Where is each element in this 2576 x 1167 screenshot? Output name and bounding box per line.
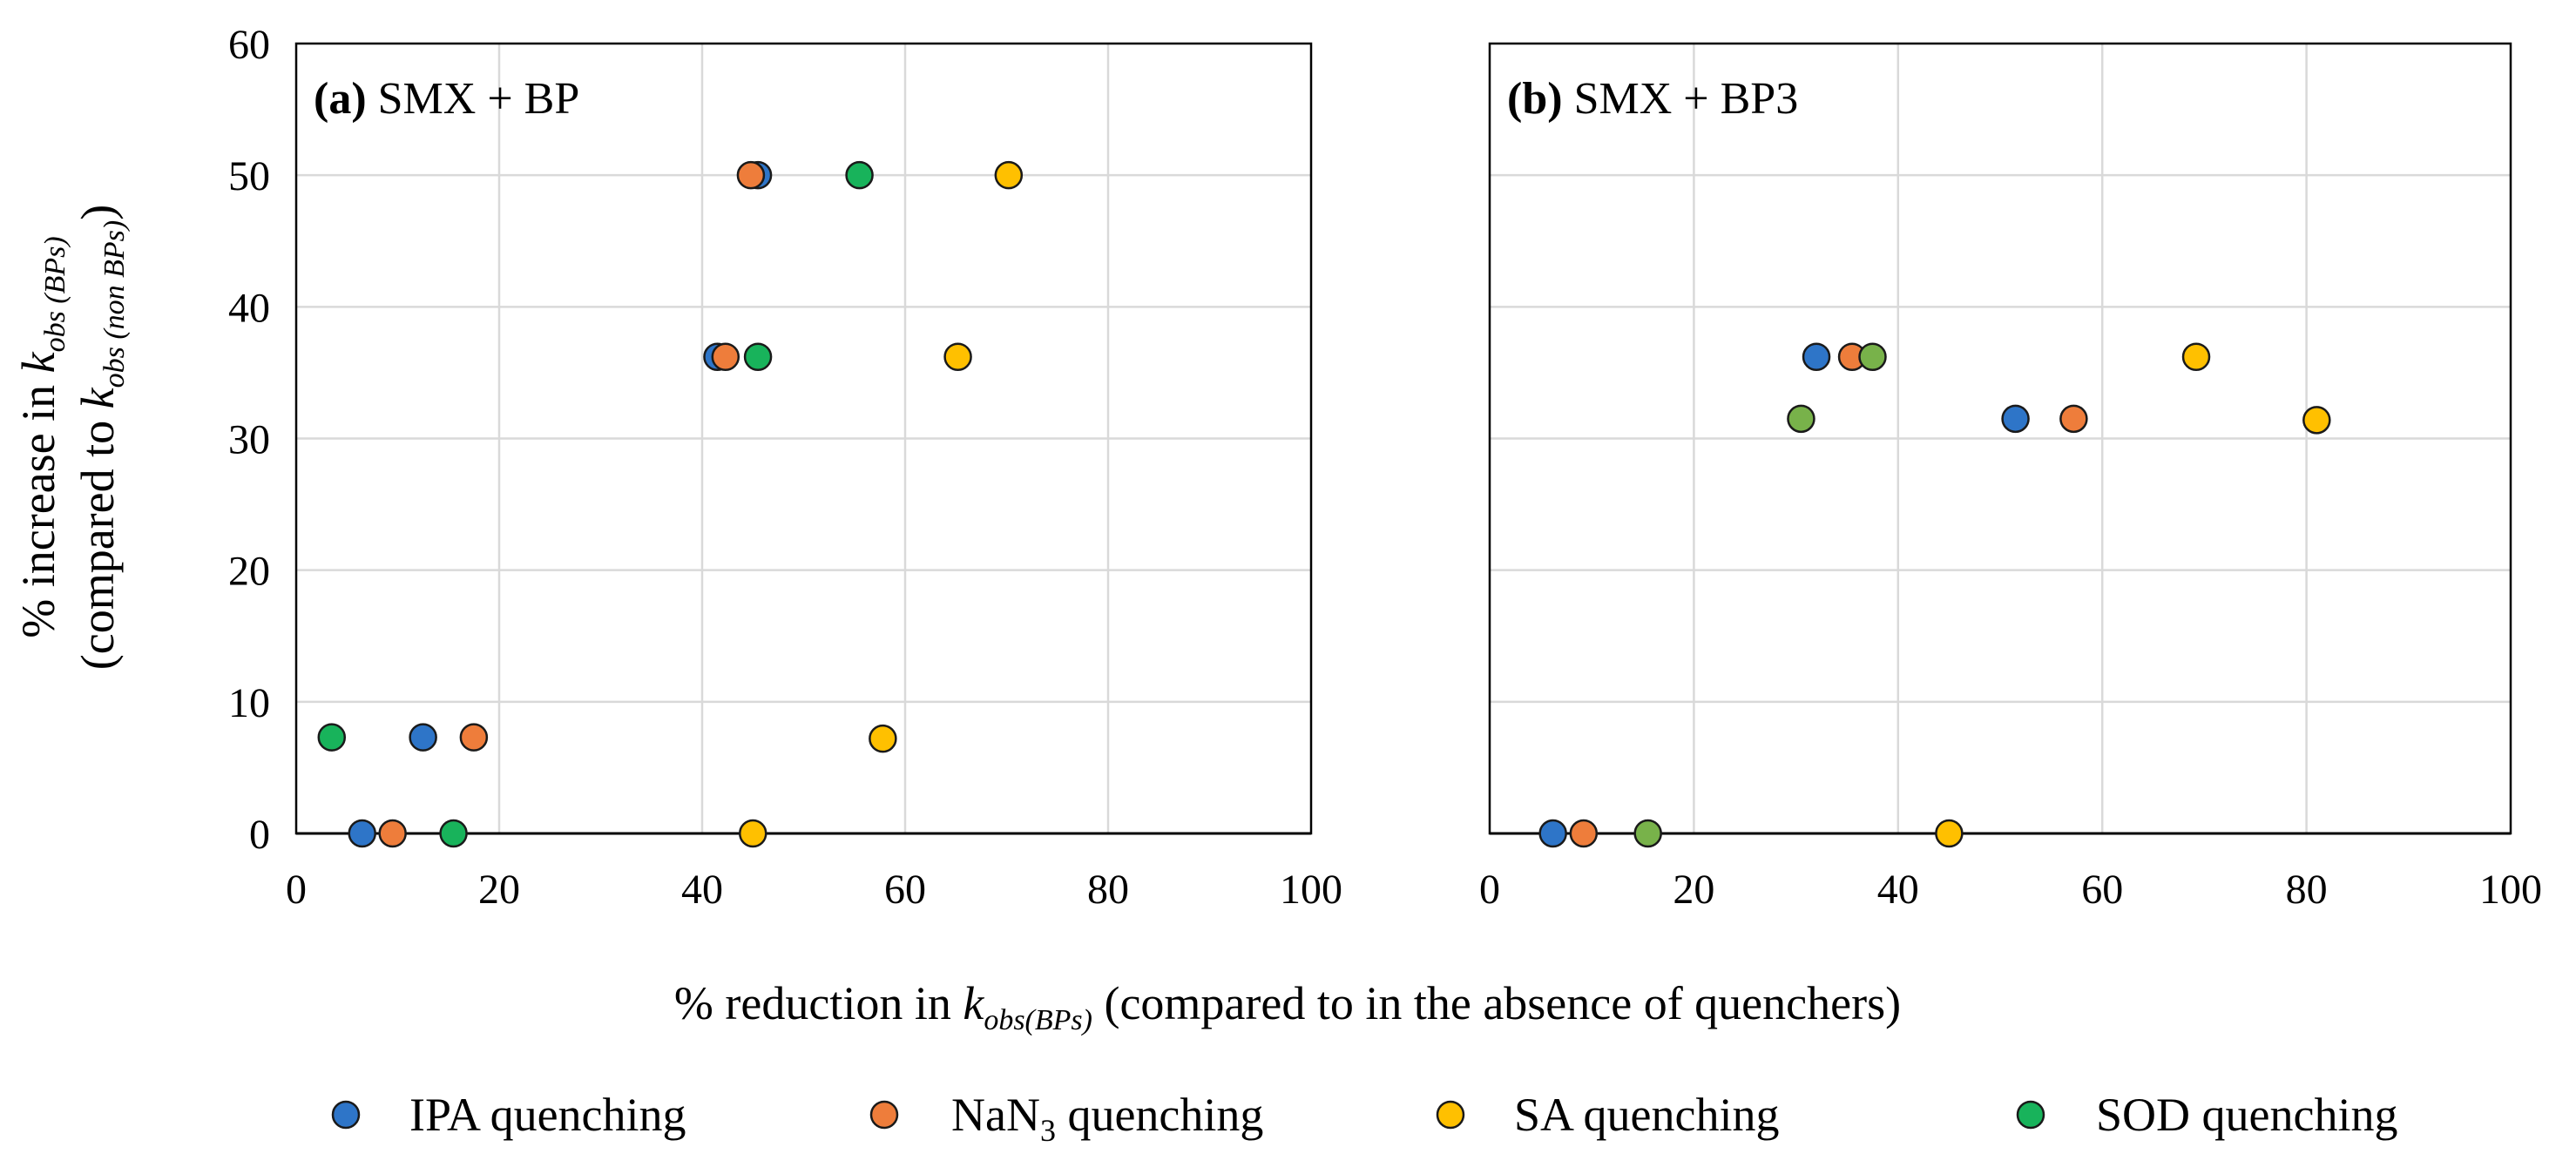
legend: IPA quenching NaN3 quenching SA quenchin… — [331, 1089, 2397, 1148]
b-x-tick-label: 20 — [1673, 867, 1714, 913]
a-y-tick-label: 60 — [228, 22, 270, 68]
b-point-nan3 — [1569, 819, 1599, 848]
b-point-sa — [1935, 819, 1964, 848]
legend-marker-sod — [2016, 1100, 2045, 1130]
a-point-sa — [994, 160, 1024, 190]
b-point-nan3 — [2059, 404, 2088, 434]
legend-label-nan3: NaN3 quenching — [951, 1089, 1263, 1148]
legend-marker-nan3 — [869, 1100, 899, 1130]
b-point-sod — [1787, 404, 1815, 434]
legend-label-ipa: IPA quenching — [409, 1089, 686, 1141]
legend-marker-ipa — [331, 1100, 361, 1130]
a-x-tick-label: 20 — [478, 867, 520, 913]
a-x-tick-label: 40 — [681, 867, 723, 913]
legend-item-sod: SOD quenching — [2016, 1089, 2397, 1141]
b-x-tick-label: 80 — [2286, 867, 2328, 913]
a-y-tick-label: 50 — [228, 153, 270, 199]
b-x-tick-label: 60 — [2081, 867, 2123, 913]
b-x-tick-label: 40 — [1877, 867, 1919, 913]
legend-item-nan3: NaN3 quenching — [869, 1089, 1263, 1148]
a-point-sod — [317, 723, 347, 752]
a-point-sa — [739, 819, 767, 848]
legend-item-ipa: IPA quenching — [331, 1089, 686, 1141]
a-point-nan3 — [736, 160, 766, 190]
panel-a-plot: 0 20 40 60 80 100 0 10 20 30 40 50 60 (a) SMX + BP — [228, 22, 1342, 913]
a-x-tick-label: 80 — [1087, 867, 1129, 913]
b-point-ipa — [1802, 342, 1831, 372]
a-panel-title-tag: (a) — [314, 74, 367, 124]
a-point-nan3 — [711, 342, 740, 372]
b-panel-title-text: SMX + BP3 — [1563, 74, 1799, 124]
b-point-sa — [2181, 342, 2211, 372]
a-panel-title: (a) SMX + BP — [314, 74, 579, 124]
a-point-nan3 — [378, 819, 407, 848]
a-x-tick-label: 0 — [286, 867, 307, 913]
a-point-sod — [439, 819, 468, 848]
y-axis-title-line2: (compared to kobs (non BPs)) — [71, 205, 131, 670]
a-point-sa — [943, 342, 972, 372]
b-panel-title-tag: (b) — [1507, 74, 1563, 124]
a-point-ipa — [348, 819, 376, 848]
legend-item-sa: SA quenching — [1436, 1089, 1780, 1141]
panel-b-plot: 0 20 40 60 80 100 (b) SMX + BP3 — [1479, 42, 2542, 913]
a-point-sod — [743, 342, 773, 372]
a-point-ipa — [409, 723, 437, 752]
a-y-tick-label: 40 — [228, 285, 270, 331]
a-point-nan3 — [459, 723, 489, 752]
b-point-ipa — [2001, 404, 2030, 434]
a-point-sa — [869, 724, 897, 753]
b-point-sod — [1633, 819, 1662, 848]
b-point-sod — [1858, 342, 1887, 372]
legend-label-sod: SOD quenching — [2096, 1089, 2397, 1141]
a-y-tick-label: 30 — [228, 417, 270, 463]
a-y-tick-label: 10 — [228, 680, 270, 726]
a-y-tick-label: 20 — [228, 549, 270, 595]
b-panel-title: (b) SMX + BP3 — [1507, 74, 1798, 124]
a-y-tick-label: 0 — [249, 812, 270, 858]
b-point-ipa — [1538, 819, 1567, 848]
legend-marker-sa — [1436, 1100, 1465, 1130]
y-axis-title-line1: % increase in kobs (BPs) — [12, 236, 71, 637]
legend-label-sa: SA quenching — [1514, 1089, 1780, 1141]
b-x-tick-label: 100 — [2479, 867, 2542, 913]
a-panel-title-text: SMX + BP — [367, 74, 580, 124]
a-x-tick-label: 60 — [884, 867, 926, 913]
b-x-tick-label: 0 — [1479, 867, 1500, 913]
a-point-sod — [845, 160, 874, 190]
x-axis-title: % reduction in kobs(BPs) (compared to in… — [674, 977, 1901, 1036]
b-point-sa — [2302, 406, 2331, 435]
a-x-tick-label: 100 — [1280, 867, 1342, 913]
